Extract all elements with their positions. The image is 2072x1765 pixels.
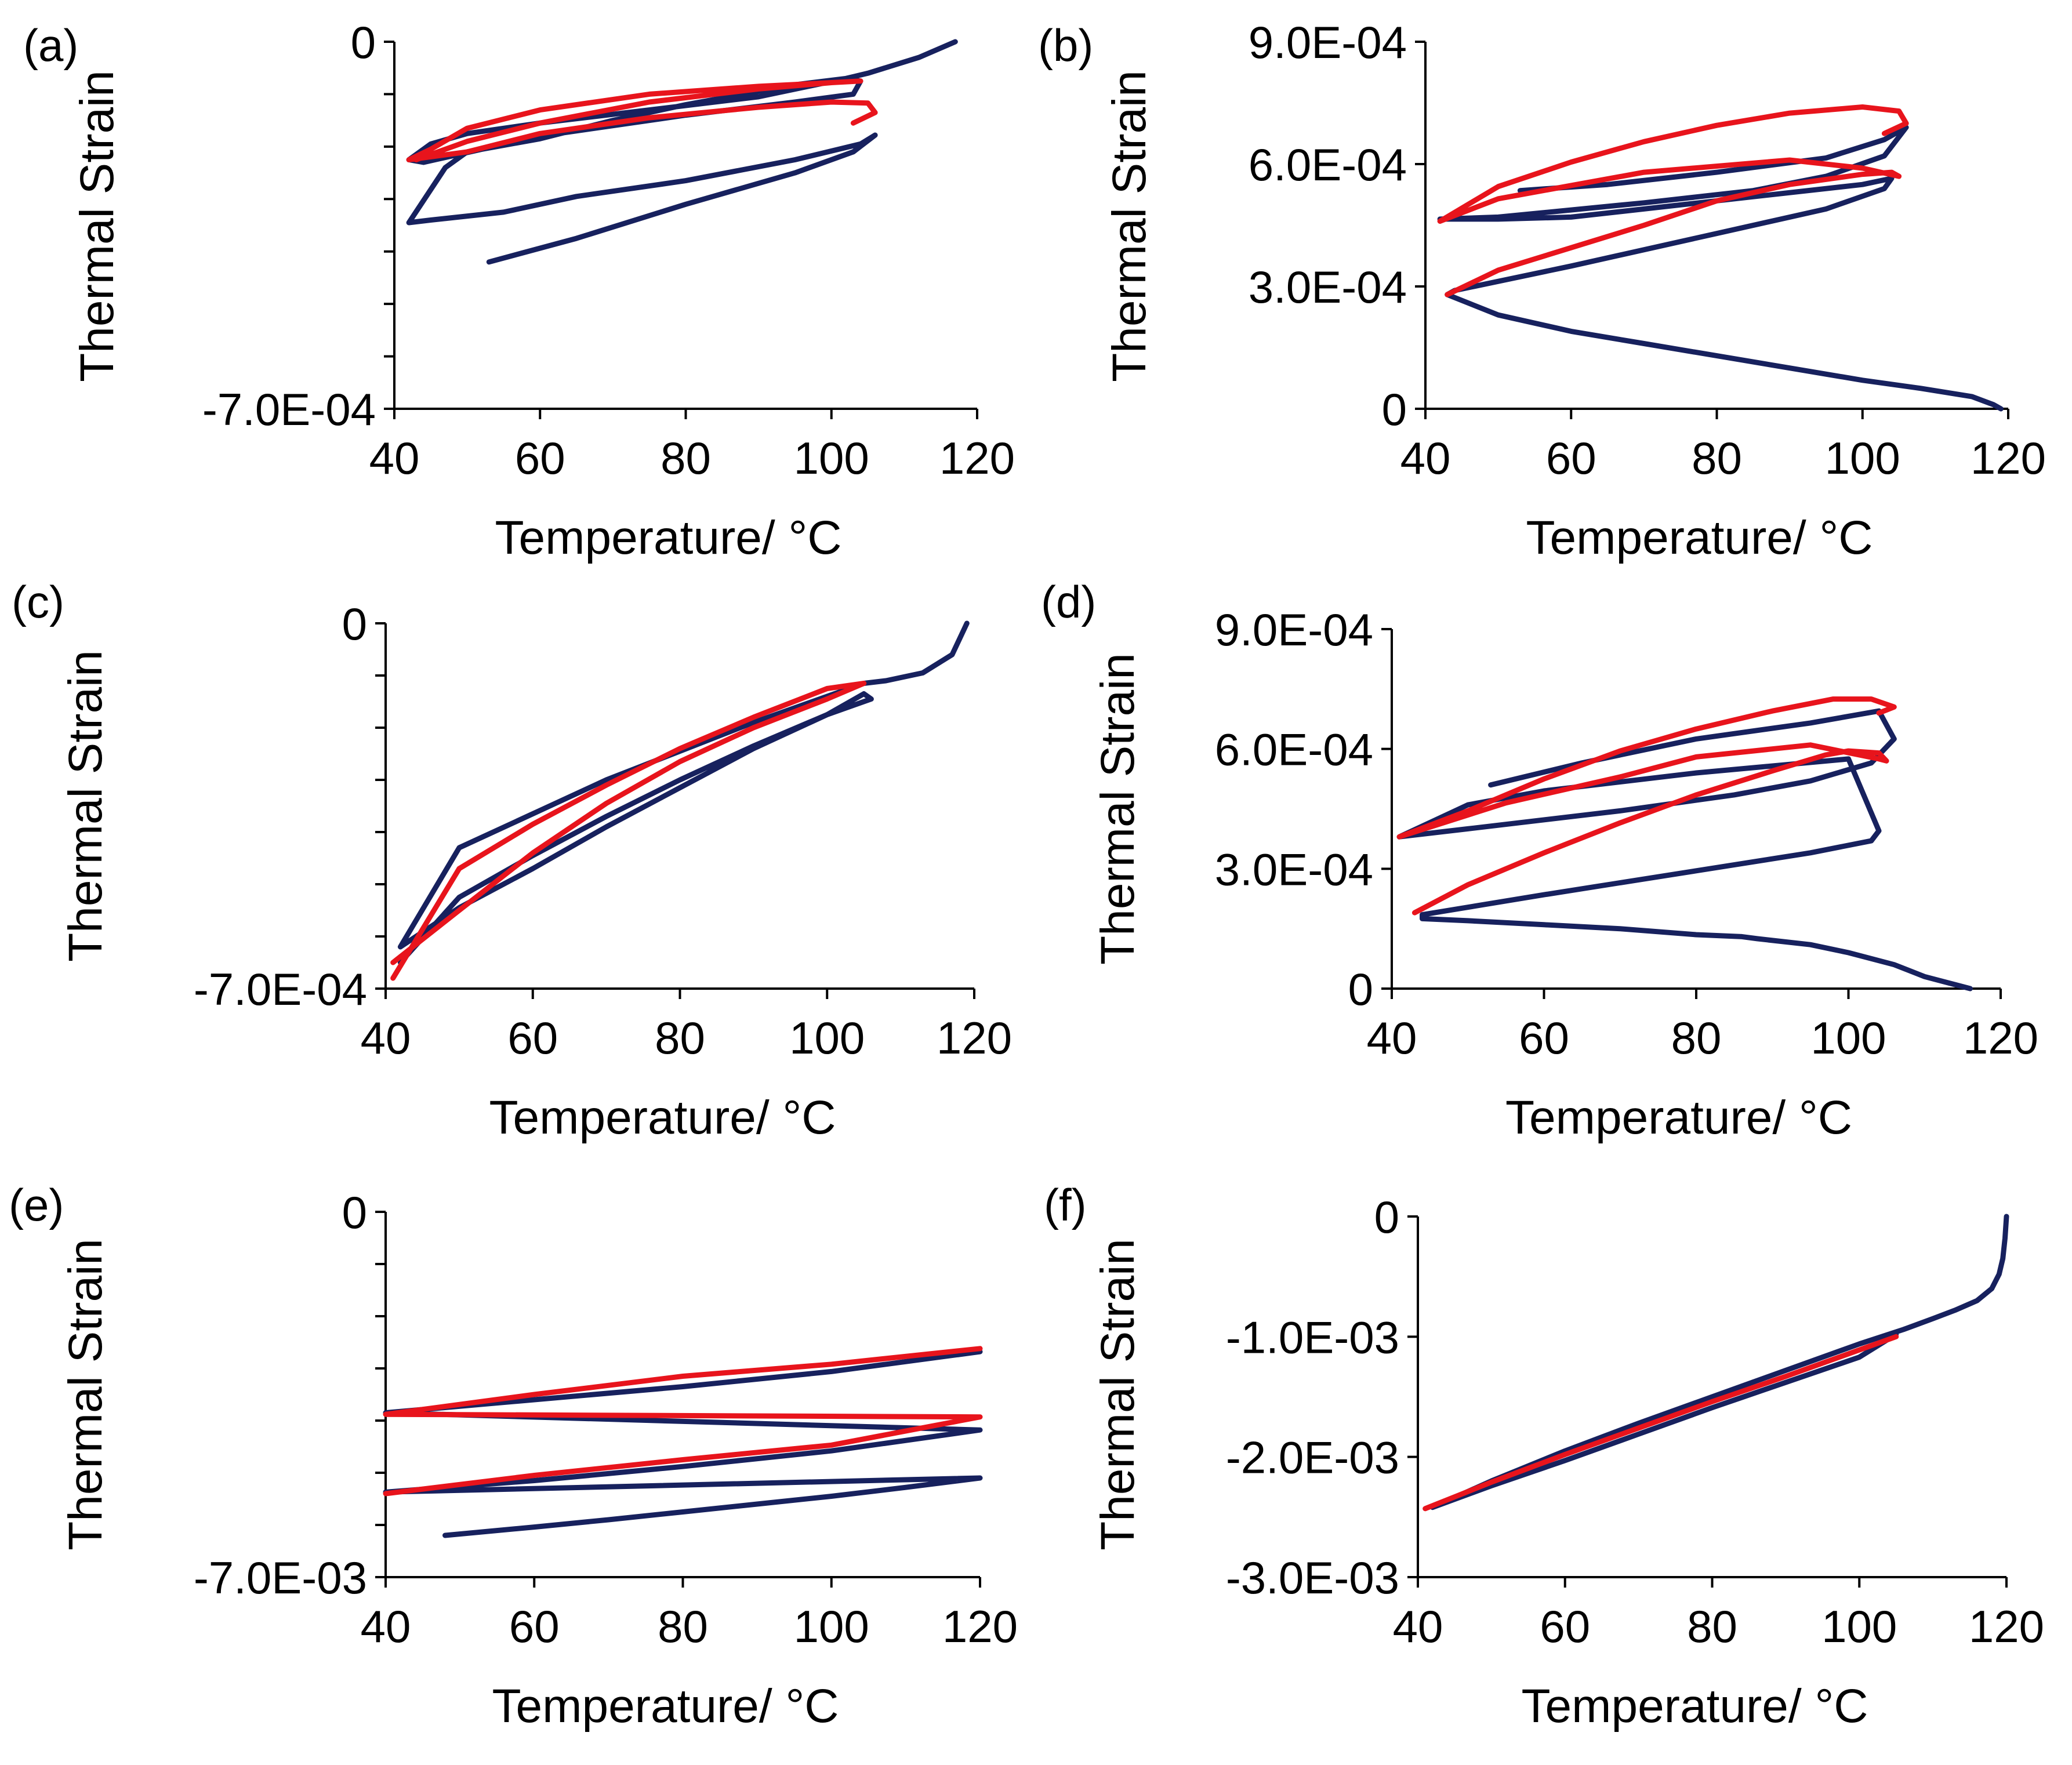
panel-label: (f) bbox=[1044, 1179, 1087, 1230]
x-tick-label: 100 bbox=[1810, 1012, 1886, 1063]
x-tick-label: 40 bbox=[369, 433, 420, 484]
x-tick-label: 80 bbox=[658, 1601, 708, 1652]
y-axis-title: Thermal Strain bbox=[1091, 653, 1144, 965]
y-axis-title: Thermal Strain bbox=[1103, 70, 1156, 382]
y-tick-label: 0 bbox=[342, 598, 367, 649]
x-tick-label: 40 bbox=[361, 1012, 411, 1063]
x-tick-label: 40 bbox=[1393, 1601, 1443, 1652]
y-axis-title: Thermal Strain bbox=[71, 70, 124, 382]
chart-panel-f: (f) 40 60 80 100 120 -3.0E-03 -2.0E-03 -1.0E-03 0… bbox=[1044, 1179, 2044, 1733]
x-axis-title: Temperature/ °C bbox=[495, 511, 842, 564]
y-tick-label: 3.0E-04 bbox=[1249, 262, 1407, 313]
x-tick-label: 100 bbox=[789, 1012, 865, 1063]
y-axis-title: Thermal Strain bbox=[1091, 1239, 1144, 1550]
x-tick-label: 60 bbox=[1540, 1601, 1590, 1652]
y-tick-label: -1.0E-03 bbox=[1226, 1312, 1399, 1363]
series-line-cooling bbox=[1437, 125, 2004, 412]
series-line-cooling bbox=[383, 1349, 983, 1538]
y-tick-label: -7.0E-04 bbox=[194, 964, 367, 1015]
x-tick-label: 40 bbox=[361, 1601, 411, 1652]
x-tick-label: 120 bbox=[942, 1601, 1018, 1652]
y-tick-label: 9.0E-04 bbox=[1249, 17, 1407, 68]
x-tick-label: 60 bbox=[1546, 433, 1596, 484]
x-axis-title: Temperature/ °C bbox=[489, 1091, 836, 1144]
chart-panel-e: (e) 40 60 80 100 120 -7.0E-03 0 Temperature/ °C T… bbox=[9, 1179, 1018, 1733]
y-tick-label: -3.0E-03 bbox=[1226, 1552, 1399, 1603]
x-tick-label: 100 bbox=[794, 1601, 869, 1652]
y-tick-label: 0 bbox=[351, 17, 376, 68]
x-tick-label: 100 bbox=[1825, 433, 1900, 484]
panel-label: (e) bbox=[9, 1179, 64, 1230]
x-tick-label: 60 bbox=[1519, 1012, 1569, 1063]
x-tick-label: 80 bbox=[655, 1012, 705, 1063]
series-line-heating bbox=[390, 681, 867, 981]
x-tick-label: 100 bbox=[794, 433, 869, 484]
y-axis-title: Thermal Strain bbox=[59, 650, 112, 962]
y-tick-label: 6.0E-04 bbox=[1215, 724, 1373, 775]
series-line-cooling bbox=[1396, 708, 1973, 992]
x-tick-label: 60 bbox=[509, 1601, 560, 1652]
y-tick-label: 6.0E-04 bbox=[1249, 139, 1407, 190]
panel-label: (d) bbox=[1041, 576, 1096, 627]
y-tick-label: 0 bbox=[1382, 384, 1407, 435]
y-tick-label: -7.0E-04 bbox=[202, 384, 376, 435]
series-line-heating bbox=[406, 78, 878, 162]
y-tick-label: 9.0E-04 bbox=[1215, 604, 1373, 655]
series-line-heating bbox=[1437, 104, 1909, 297]
series-line-heating bbox=[383, 1346, 983, 1497]
y-axis-title: Thermal Strain bbox=[59, 1239, 112, 1550]
x-tick-label: 60 bbox=[515, 433, 565, 484]
series-line-cooling bbox=[397, 620, 970, 965]
chart-panel-d: (d) 40 60 80 100 120 0 3.0E-04 6.0E-04 9.0E-04 Tem… bbox=[1041, 576, 2038, 1144]
x-tick-label: 80 bbox=[1687, 1601, 1737, 1652]
chart-panel-b: (b) 40 60 80 100 120 0 3.0E-04 6.0E-04 9.0E-04 Tem… bbox=[1038, 17, 2046, 564]
x-tick-label: 120 bbox=[939, 433, 1015, 484]
x-tick-label: 40 bbox=[1367, 1012, 1417, 1063]
y-tick-label: -7.0E-03 bbox=[194, 1552, 367, 1603]
y-tick-label: 0 bbox=[1374, 1192, 1399, 1243]
x-axis-title: Temperature/ °C bbox=[1522, 1680, 1868, 1733]
x-axis-title: Temperature/ °C bbox=[1505, 1091, 1852, 1144]
chart-panel-a: (a) 40 60 80 100 120 -7.0E-04 0 Temperature/ °C T… bbox=[23, 17, 1015, 564]
x-tick-label: 40 bbox=[1400, 433, 1451, 484]
panel-label: (c) bbox=[12, 576, 64, 627]
panel-label: (a) bbox=[23, 20, 78, 71]
chart-panel-c: (c) 40 60 80 100 120 -7.0E-04 0 Temperature/ °C T… bbox=[12, 576, 1012, 1144]
y-tick-label: 0 bbox=[342, 1187, 367, 1238]
x-tick-label: 120 bbox=[1971, 433, 2046, 484]
y-tick-label: 0 bbox=[1348, 964, 1373, 1015]
x-axis-title: Temperature/ °C bbox=[1526, 511, 1873, 564]
x-tick-label: 120 bbox=[937, 1012, 1012, 1063]
x-tick-label: 120 bbox=[1969, 1601, 2044, 1652]
panel-label: (b) bbox=[1038, 20, 1093, 71]
x-tick-label: 80 bbox=[1671, 1012, 1722, 1063]
x-tick-label: 120 bbox=[1963, 1012, 2038, 1063]
x-tick-label: 80 bbox=[1692, 433, 1742, 484]
y-tick-label: -2.0E-03 bbox=[1226, 1432, 1399, 1483]
series-line-heating bbox=[1396, 696, 1897, 916]
x-axis-title: Temperature/ °C bbox=[492, 1680, 839, 1733]
x-tick-label: 100 bbox=[1821, 1601, 1897, 1652]
series-line-cooling bbox=[1429, 1214, 2009, 1510]
x-tick-label: 80 bbox=[661, 433, 711, 484]
series-line-heating bbox=[1423, 1334, 1899, 1512]
y-tick-label: 3.0E-04 bbox=[1215, 844, 1373, 895]
series-line-cooling bbox=[406, 39, 958, 265]
x-tick-label: 60 bbox=[507, 1012, 558, 1063]
